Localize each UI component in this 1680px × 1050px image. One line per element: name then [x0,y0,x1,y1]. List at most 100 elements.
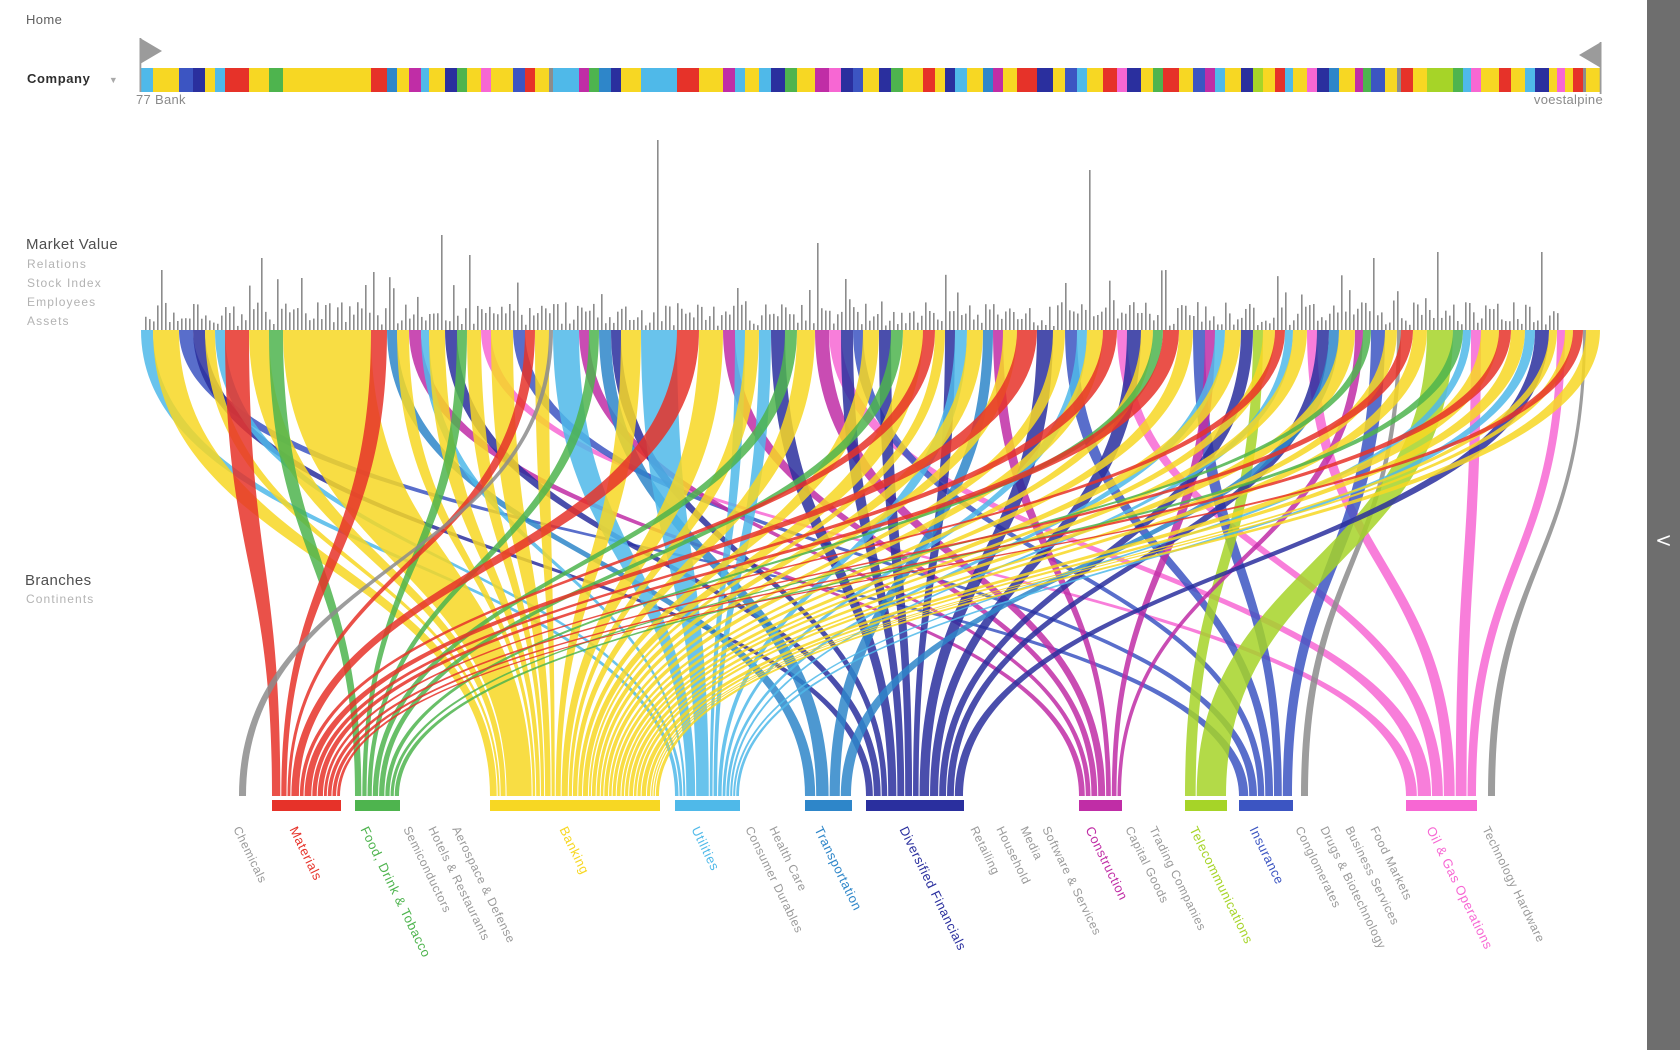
market-value-bar[interactable] [725,311,727,330]
market-value-bar[interactable] [1137,313,1139,330]
market-value-bar[interactable] [825,310,827,330]
sankey-ribbon[interactable] [629,330,1355,796]
market-value-bar[interactable] [297,308,299,330]
sankey-ribbon[interactable] [1065,330,1274,796]
market-value-bar[interactable] [1169,325,1171,330]
market-value-bar[interactable] [753,323,755,330]
market-value-bar[interactable] [989,309,991,330]
market-value-bar[interactable] [1357,308,1359,330]
sankey-ribbon[interactable] [588,330,945,796]
market-value-bar[interactable] [969,305,971,330]
market-value-bar[interactable] [1013,312,1015,330]
sankey-ribbon[interactable] [840,330,1339,796]
market-value-bar[interactable] [893,311,895,330]
market-value-bar[interactable] [1245,308,1247,330]
market-value-bar[interactable] [713,306,715,330]
market-value-bar[interactable] [1401,318,1403,330]
market-value-bar[interactable] [1173,323,1175,330]
company-strip-segment[interactable] [983,68,993,92]
market-value-bar[interactable] [773,313,775,330]
market-value-bar[interactable] [1393,300,1395,330]
market-value-bar[interactable] [1425,298,1427,330]
market-value-bar[interactable] [733,305,735,330]
company-strip-segment[interactable] [371,68,387,92]
market-value-bar[interactable] [473,323,475,330]
market-value-bar[interactable] [461,324,463,330]
company-strip-segment[interactable] [945,68,955,92]
market-value-bar[interactable] [1277,276,1279,330]
company-strip-segment[interactable] [193,68,205,92]
market-value-bar[interactable] [761,315,763,330]
company-strip-segment[interactable] [1317,68,1329,92]
company-strip-segment[interactable] [1017,68,1037,92]
company-strip-segment[interactable] [1586,68,1600,92]
company-strip-segment[interactable] [1511,68,1525,92]
company-strip-segment[interactable] [829,68,841,92]
market-value-bar[interactable] [1297,313,1299,330]
right-collapse-rail[interactable]: < [1647,0,1680,1050]
measure-menu-item-assets[interactable]: Assets [27,314,70,328]
market-value-bar[interactable] [1409,324,1411,330]
market-value-bar[interactable] [229,312,231,330]
market-value-bar[interactable] [389,277,391,330]
sankey-ribbon[interactable] [736,330,1535,796]
sankey-ribbon[interactable] [578,330,879,796]
market-value-bar[interactable] [421,316,423,330]
sankey-ribbon[interactable] [637,330,1427,796]
company-strip-segment[interactable] [387,68,397,92]
market-value-bar[interactable] [637,317,639,330]
market-value-bar[interactable] [597,317,599,330]
market-value-bar[interactable] [1521,323,1523,330]
market-value-bar[interactable] [1525,304,1527,330]
market-value-bar[interactable] [829,310,831,330]
range-flag-right-pole[interactable] [1599,42,1602,94]
sankey-ribbon[interactable] [1111,330,1215,796]
market-value-bar[interactable] [333,322,335,330]
company-strip-segment[interactable] [205,68,215,92]
market-value-bar[interactable] [889,320,891,330]
market-value-bar[interactable] [1269,323,1271,330]
market-value-bar[interactable] [1349,290,1351,330]
company-strip-segment[interactable] [815,68,829,92]
market-value-bar[interactable] [157,305,159,330]
branch-node[interactable] [1239,800,1293,811]
market-value-bar[interactable] [1005,311,1007,330]
sankey-ribbon[interactable] [1196,330,1453,796]
company-strip-segment[interactable] [863,68,879,92]
market-value-bar[interactable] [805,320,807,330]
company-strip-segment[interactable] [457,68,467,92]
market-value-bar[interactable] [1413,302,1415,330]
sankey-ribbon[interactable] [621,330,1275,796]
sankey-ribbon[interactable] [947,330,1329,796]
sankey-ribbon[interactable] [641,330,1499,796]
market-value-bar[interactable] [329,303,331,330]
market-value-bar[interactable] [221,315,223,330]
market-value-bar[interactable] [181,318,183,330]
sankey-ribbon[interactable] [249,330,506,796]
sankey-ribbon[interactable] [421,330,686,796]
company-strip-segment[interactable] [1549,68,1557,92]
sankey-ribbon[interactable] [600,330,1065,796]
market-value-bar[interactable] [797,322,799,330]
market-value-bar[interactable] [873,316,875,330]
market-value-bar[interactable] [1125,313,1127,330]
market-value-bar[interactable] [321,319,323,330]
market-value-bar[interactable] [1421,314,1423,330]
sankey-ribbon[interactable] [337,330,1584,796]
company-strip-segment[interactable] [1275,68,1285,92]
market-value-bar[interactable] [369,312,371,330]
market-value-bar[interactable] [1405,320,1407,330]
company-strip-segment[interactable] [467,68,481,92]
company-strip-segment[interactable] [1225,68,1241,92]
market-value-bar[interactable] [757,325,759,330]
market-value-bar[interactable] [341,302,343,330]
market-value-bar[interactable] [1157,315,1159,330]
company-strip-segment[interactable] [1065,68,1077,92]
market-value-bar[interactable] [577,305,579,330]
market-value-bar[interactable] [1317,320,1319,330]
market-value-bar[interactable] [737,288,739,330]
market-value-bar[interactable] [885,325,887,330]
market-value-bar[interactable] [1301,294,1303,330]
market-value-bar[interactable] [293,309,295,330]
sankey-ribbon[interactable] [582,330,923,796]
